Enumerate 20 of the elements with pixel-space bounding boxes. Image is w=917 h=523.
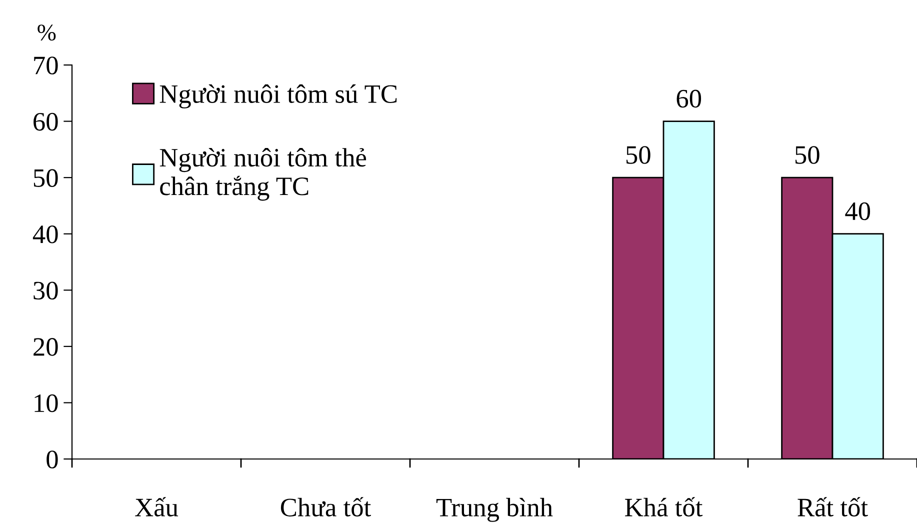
y-tick-label: 50: [34, 169, 58, 187]
x-tick-label: Chưa tốt: [280, 497, 371, 516]
y-tick-label: 0: [46, 450, 58, 468]
legend-label: Người nuôi tôm sú TC: [160, 84, 397, 108]
data-label: 50: [626, 146, 650, 164]
data-label: 50: [795, 146, 820, 164]
x-tick-label: Khá tốt: [625, 497, 703, 516]
data-label: 60: [676, 90, 702, 108]
legend-label: Người nuôi tôm thẻ chân trắng TC: [160, 148, 366, 201]
y-tick-label: 60: [34, 112, 58, 131]
y-tick-label: 10: [34, 394, 58, 412]
data-label: 40: [845, 202, 870, 220]
y-tick-label: 20: [34, 338, 58, 356]
y-tick-label: 40: [32, 225, 58, 244]
x-tick-label: Rất tốt: [798, 497, 868, 516]
y-axis-title: %: [38, 24, 56, 41]
x-tick-label: Trung bình: [436, 498, 553, 522]
y-tick-label: 30: [34, 282, 58, 300]
x-tick-label: Xấu: [135, 497, 178, 516]
y-tick-label: 70: [34, 56, 58, 74]
